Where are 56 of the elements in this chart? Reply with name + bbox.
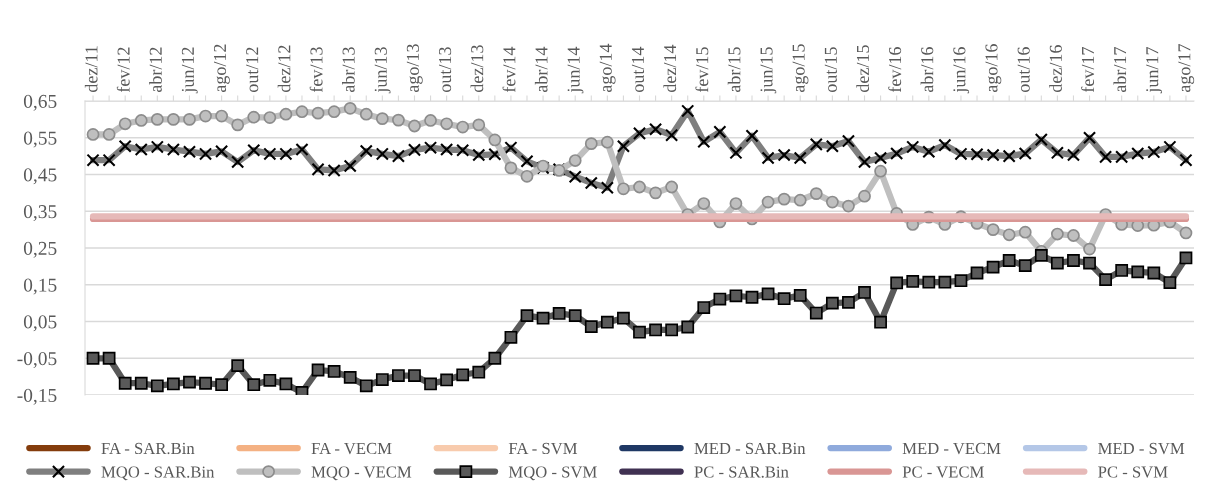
legend-label: FA - SVM: [508, 442, 578, 455]
x-tick-label: out/13: [439, 47, 452, 92]
y-tick-label: 0,35: [23, 205, 57, 221]
x-tick-label: jun/17: [1146, 47, 1163, 94]
x-tick-label: dez/11: [84, 46, 98, 93]
x-tick-label: ago/12: [213, 44, 230, 93]
x-tick-label: fev/17: [1081, 47, 1095, 93]
legend-label: FA - VECM: [311, 442, 392, 455]
x-tick-label: fev/13: [309, 47, 323, 93]
y-tick-label: -0,05: [17, 352, 57, 368]
y-tick-label: 0,55: [23, 131, 57, 148]
x-tick-label: dez/15: [856, 45, 870, 93]
x-tick-label: fev/14: [502, 46, 516, 93]
x-tick-label: ago/16: [985, 44, 1002, 93]
x-tick-label: out/14: [631, 46, 645, 92]
x-tick-label: out/12: [246, 47, 259, 92]
legend-label: FA - SAR.Bin: [101, 442, 195, 455]
x-tick-label: jun/14: [567, 46, 584, 94]
x-tick-label: abr/14: [534, 46, 548, 93]
x-tick-label: fev/15: [695, 47, 709, 93]
x-tick-label: fev/16: [888, 47, 902, 93]
y-tick-label: 0,25: [23, 241, 57, 258]
x-tick-label: dez/14: [663, 44, 677, 93]
legend-label: MQO - SVM: [508, 466, 597, 481]
y-tick-label: 0,05: [23, 315, 57, 332]
x-tick-label: out/16: [1017, 47, 1030, 92]
x-tick-label: fev/12: [116, 47, 130, 93]
legend-label: MED - VECM: [902, 442, 1001, 455]
x-tick-label: dez/12: [277, 45, 291, 93]
x-tick-label: out/15: [824, 47, 837, 92]
y-tick-label: -0,15: [17, 388, 57, 405]
x-tick-label: abr/15: [727, 47, 741, 93]
x-tick-label: abr/13: [342, 47, 355, 93]
legend-label: MED - SAR.Bin: [694, 442, 806, 455]
x-tick-label: dez/13: [470, 45, 484, 93]
x-tick-label: jun/16: [953, 47, 970, 94]
x-tick-label: abr/17: [1113, 47, 1127, 93]
x-tick-label: jun/15: [760, 47, 777, 94]
x-tick-label: ago/14: [599, 43, 616, 93]
legend-label: MQO - VECM: [311, 466, 412, 481]
legend-label: PC - SVM: [1098, 466, 1168, 478]
legend-label: MED - SVM: [1098, 442, 1185, 455]
x-tick-label: ago/15: [792, 44, 809, 93]
legend-label: PC - SAR.Bin: [694, 466, 789, 478]
x-tick-label: dez/16: [1049, 45, 1062, 93]
x-tick-label: jun/13: [374, 47, 391, 94]
y-tick-label: 0,45: [23, 168, 57, 185]
y-tick-label: 0,15: [23, 278, 57, 295]
legend-label: MQO - SAR.Bin: [101, 466, 215, 481]
x-tick-label: jun/12: [181, 47, 198, 94]
x-tick-label: ago/17: [1178, 44, 1195, 93]
y-tick-label: 0,65: [23, 94, 57, 111]
legend-label: PC - VECM: [902, 466, 984, 478]
x-tick-label: ago/13: [406, 44, 423, 93]
x-tick-label: abr/12: [149, 47, 162, 93]
x-tick-label: abr/16: [920, 47, 934, 93]
